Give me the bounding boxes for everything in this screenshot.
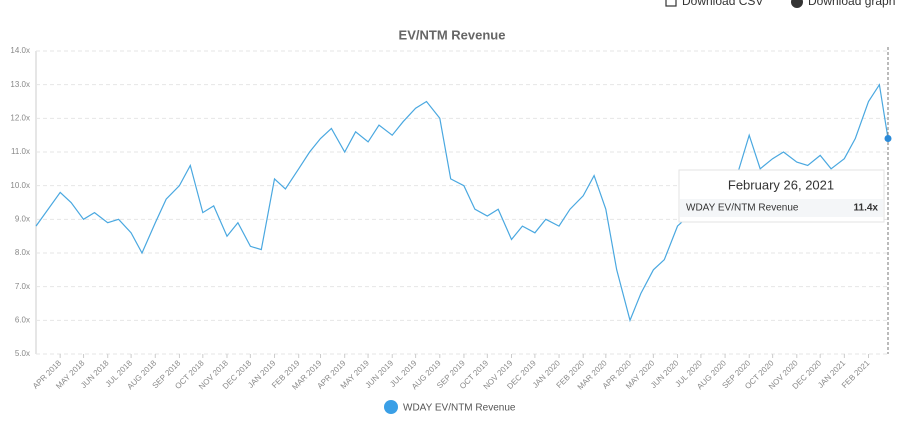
- y-tick-label: 6.0x: [15, 315, 30, 324]
- y-tick-label: 9.0x: [15, 214, 30, 223]
- y-tick-label: 13.0x: [10, 80, 30, 89]
- graph-icon: [791, 0, 803, 8]
- tooltip-series: WDAY EV/NTM Revenue: [686, 203, 799, 214]
- chart-title: EV/NTM Revenue: [399, 27, 506, 42]
- y-tick-label: 7.0x: [15, 282, 30, 291]
- y-tick-label: 14.0x: [10, 46, 30, 55]
- tooltip-row: [680, 199, 883, 217]
- tooltip-title: February 26, 2021: [728, 177, 834, 192]
- y-tick-label: 12.0x: [10, 113, 30, 122]
- legend-label: WDAY EV/NTM Revenue: [403, 403, 516, 414]
- y-tick-label: 5.0x: [15, 349, 30, 358]
- hover-point: [884, 135, 892, 143]
- legend-marker: [384, 400, 398, 414]
- tooltip-value: 11.4x: [854, 203, 879, 214]
- y-tick-label: 8.0x: [15, 248, 30, 257]
- y-tick-label: 11.0x: [11, 147, 30, 156]
- y-tick-label: 10.0x: [10, 181, 30, 190]
- csv-icon: [665, 0, 677, 7]
- download-graph[interactable]: Download graph: [791, 0, 895, 8]
- download-csv-label[interactable]: Download CSV: [682, 0, 763, 8]
- series-line: [35, 83, 889, 323]
- tooltip: February 26, 2021 WDAY EV/NTM Revenue 11.4…: [678, 169, 885, 223]
- download-csv[interactable]: Download CSV: [665, 0, 763, 8]
- download-graph-label[interactable]: Download graph: [808, 0, 895, 8]
